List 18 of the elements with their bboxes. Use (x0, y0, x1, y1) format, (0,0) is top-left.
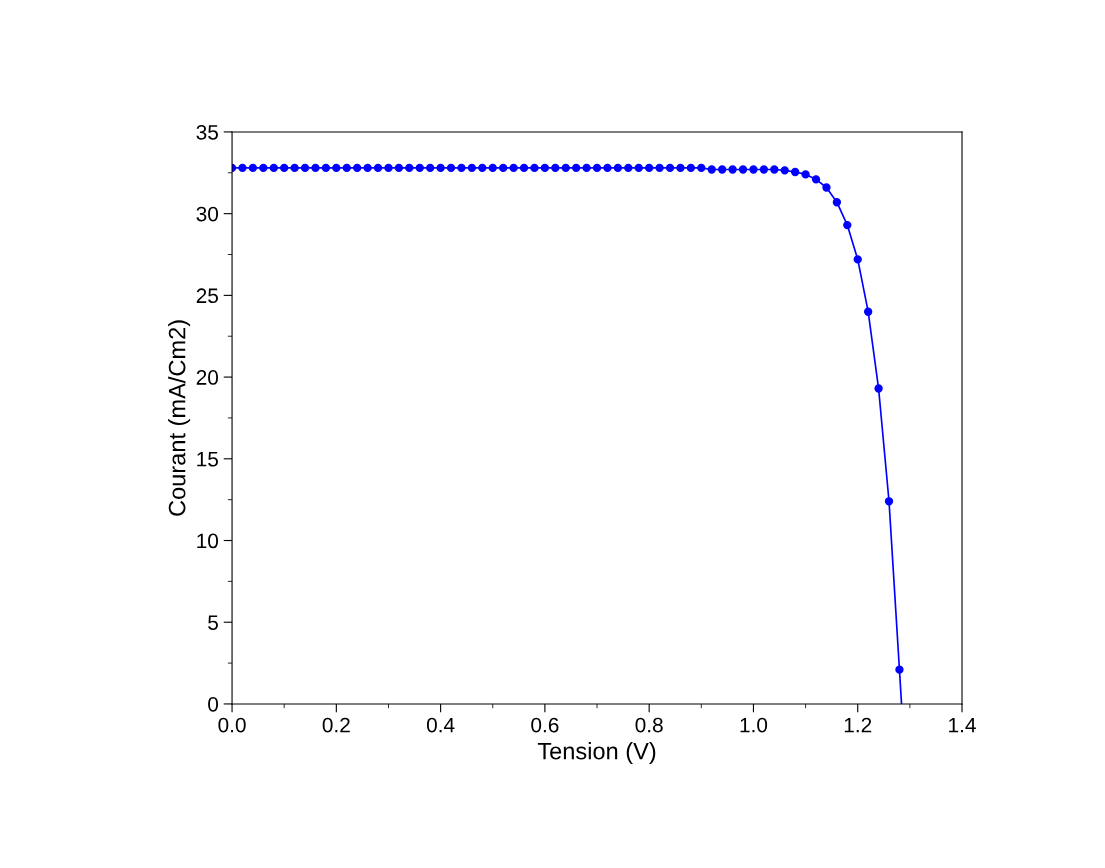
x-tick-label: 0.4 (426, 717, 455, 733)
y-tick-label: 30 (196, 206, 219, 222)
y-axis-title: Courant (mA/Cm2) (168, 320, 191, 516)
y-tick-label: 25 (196, 288, 218, 304)
x-tick-label: 1.4 (949, 717, 976, 733)
y-tick-label: 20 (196, 370, 219, 385)
y-tick-label: 10 (197, 533, 219, 549)
y-tick-label: 15 (197, 452, 218, 467)
x-tick-label: 0.2 (322, 717, 350, 733)
y-tick-label: 5 (208, 615, 218, 630)
y-tick-label: 0 (208, 696, 219, 712)
x-tick-label: 0.8 (635, 717, 663, 733)
x-tick-label: 0.0 (218, 717, 246, 733)
x-axis-title: Tension (V) (537, 742, 656, 765)
x-tick-label: 1.0 (740, 717, 768, 733)
y-tick-label: 35 (196, 124, 218, 140)
x-tick-label: 1.2 (844, 717, 872, 733)
x-tick-label: 0.6 (531, 717, 559, 733)
